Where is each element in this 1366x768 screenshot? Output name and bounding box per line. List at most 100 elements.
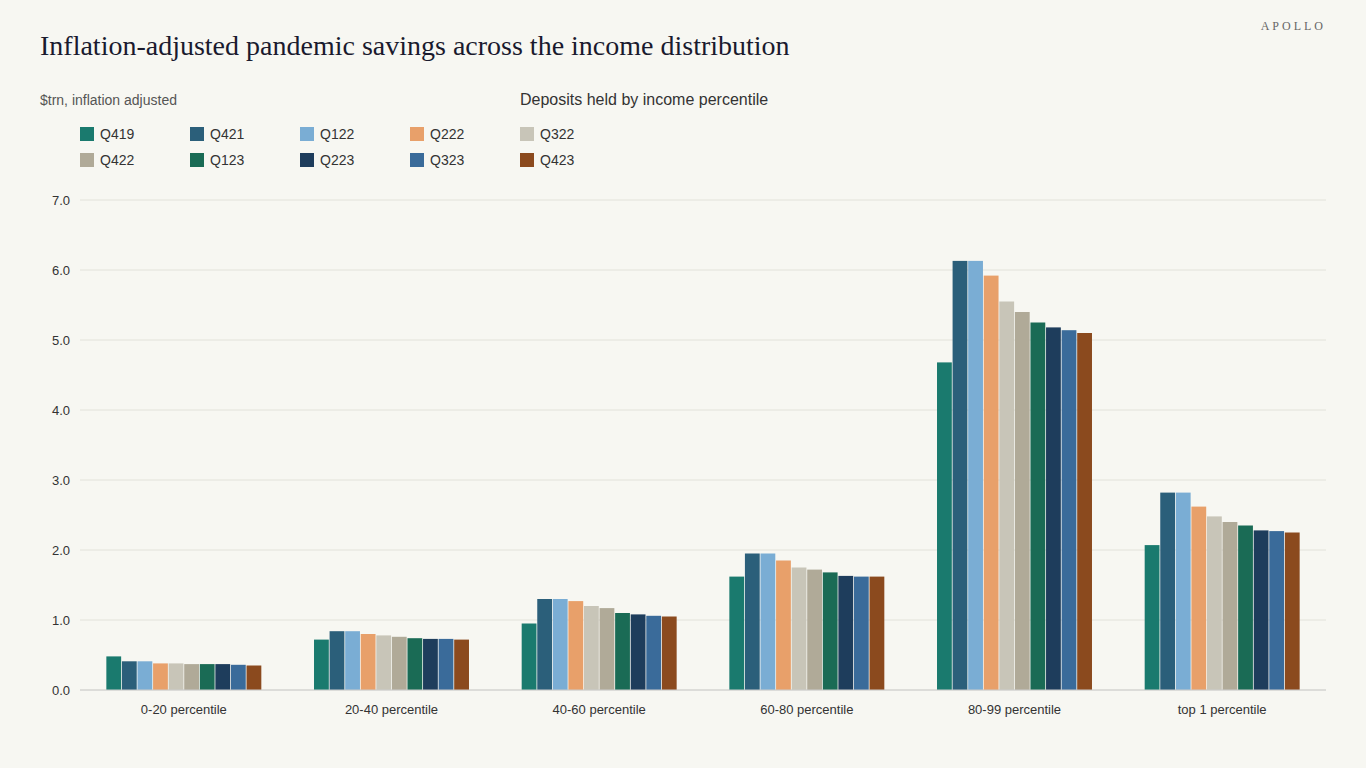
x-tick-label: 40-60 percentile: [553, 702, 646, 717]
legend-label: Q322: [540, 126, 574, 142]
y-tick-label: 1.0: [52, 613, 70, 628]
x-tick-label: 20-40 percentile: [345, 702, 438, 717]
x-axis-line: [80, 690, 1326, 691]
y-tick-label: 3.0: [52, 473, 70, 488]
legend: Q419Q421Q122Q222Q322Q422Q123Q223Q323Q423: [80, 126, 574, 168]
watermark: APOLLO: [1261, 19, 1326, 33]
y-tick-label: 6.0: [52, 263, 70, 278]
bar: [376, 635, 391, 690]
bar: [200, 664, 215, 690]
legend-label: Q222: [430, 126, 464, 142]
legend-swatch: [410, 153, 424, 167]
legend-swatch: [190, 153, 204, 167]
y-tick-label: 5.0: [52, 333, 70, 348]
legend-label: Q422: [100, 152, 134, 168]
bar: [169, 663, 184, 690]
bar: [439, 639, 454, 690]
bar: [1238, 526, 1253, 691]
grid-line: [80, 480, 1326, 481]
legend-swatch: [300, 153, 314, 167]
x-tick-label: top 1 percentile: [1178, 702, 1267, 717]
bar: [984, 276, 999, 690]
bar: [1062, 330, 1077, 690]
legend-swatch: [80, 127, 94, 141]
grid-line: [80, 410, 1326, 411]
legend-swatch: [80, 153, 94, 167]
bar: [1046, 327, 1061, 690]
bar: [662, 617, 677, 691]
bar: [314, 640, 329, 690]
bar: [823, 572, 838, 690]
legend-label: Q323: [430, 152, 464, 168]
bar: [184, 664, 199, 690]
bar: [760, 554, 775, 691]
grid-line: [80, 200, 1326, 201]
bar: [1191, 507, 1206, 690]
legend-label: Q419: [100, 126, 134, 142]
bar: [1254, 530, 1269, 690]
bar: [953, 261, 968, 690]
legend-label: Q423: [540, 152, 574, 168]
bar: [968, 261, 983, 690]
x-tick-label: 60-80 percentile: [760, 702, 853, 717]
bar: [553, 599, 568, 690]
chart: Inflation-adjusted pandemic savings acro…: [0, 0, 1366, 768]
bar: [407, 638, 422, 690]
legend-label: Q223: [320, 152, 354, 168]
bar: [854, 577, 869, 690]
bar: [537, 599, 552, 690]
grid-line: [80, 620, 1326, 621]
bar: [999, 302, 1014, 691]
bar: [1269, 531, 1284, 690]
bar: [522, 624, 537, 691]
bar: [838, 576, 853, 690]
bars: [106, 261, 1299, 690]
bar: [345, 631, 360, 690]
title: Inflation-adjusted pandemic savings acro…: [40, 30, 790, 61]
bar: [1015, 312, 1030, 690]
subtitle: $trn, inflation adjusted: [40, 92, 177, 108]
bar: [870, 577, 885, 690]
bar: [106, 656, 121, 690]
bar: [568, 601, 583, 690]
bar: [153, 663, 168, 690]
legend-swatch: [520, 153, 534, 167]
bar: [1145, 545, 1160, 690]
bar: [600, 608, 615, 690]
bar: [1160, 493, 1175, 690]
bar: [1030, 323, 1045, 691]
bar: [1207, 516, 1222, 690]
bar: [231, 665, 246, 690]
grid-line: [80, 270, 1326, 271]
bar: [122, 661, 137, 690]
bar: [1285, 533, 1300, 691]
bar: [247, 666, 262, 691]
y-tick-label: 4.0: [52, 403, 70, 418]
x-tick-label: 0-20 percentile: [141, 702, 227, 717]
bar: [361, 634, 376, 690]
bar: [330, 631, 345, 690]
bar: [215, 664, 230, 690]
legend-swatch: [520, 127, 534, 141]
bar: [631, 614, 646, 690]
bar: [646, 616, 661, 690]
bar: [745, 554, 760, 691]
bar: [584, 606, 599, 690]
bar: [1077, 333, 1092, 690]
chart-label: Deposits held by income percentile: [520, 91, 768, 108]
legend-label: Q122: [320, 126, 354, 142]
bar: [792, 568, 807, 691]
y-tick-label: 0.0: [52, 683, 70, 698]
legend-swatch: [300, 127, 314, 141]
grid-line: [80, 550, 1326, 551]
bar: [1176, 493, 1191, 690]
grid-line: [80, 690, 1326, 691]
x-tick-label: 80-99 percentile: [968, 702, 1061, 717]
bar: [729, 577, 744, 690]
legend-swatch: [190, 127, 204, 141]
legend-label: Q421: [210, 126, 244, 142]
y-tick-label: 7.0: [52, 193, 70, 208]
grid-line: [80, 340, 1326, 341]
legend-swatch: [410, 127, 424, 141]
bar: [776, 561, 791, 691]
